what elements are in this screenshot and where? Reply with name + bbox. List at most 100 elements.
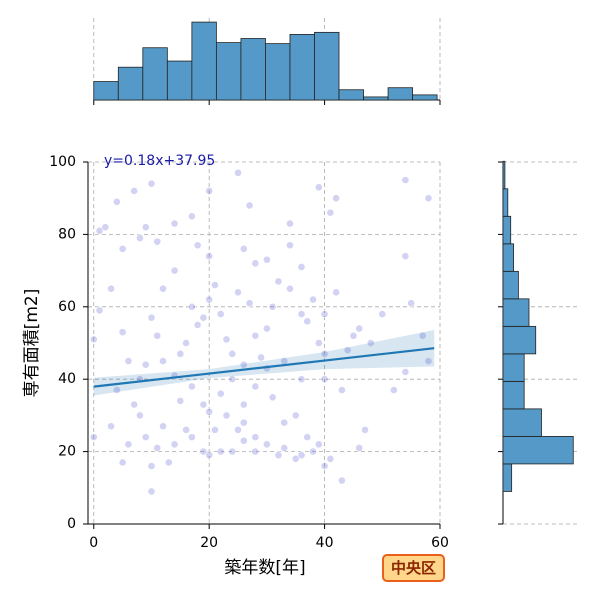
point [136,411,144,420]
point [124,357,133,365]
point [118,458,127,467]
point [309,295,317,304]
histogram-bar [412,94,438,101]
point [228,447,237,456]
point [407,299,416,308]
point [297,451,306,460]
point [211,281,219,289]
point [176,349,185,358]
histogram-bar [387,87,413,101]
point [124,440,133,449]
point [320,310,329,318]
histogram-bar [502,463,513,492]
histogram-bar [502,243,514,272]
point [332,288,341,297]
point [118,328,127,337]
point [107,422,115,431]
point [343,346,352,355]
point [245,299,254,308]
point [205,451,214,460]
point [251,447,260,456]
y-tick-label: 0 [67,516,76,532]
point [153,331,162,340]
point [286,219,294,228]
point [95,306,104,315]
point [159,357,167,365]
point [401,252,410,261]
histogram-bar [502,353,525,382]
x-tick-label: 20 [200,535,218,551]
point [286,241,294,250]
point [234,288,242,297]
point [389,386,398,394]
point [297,310,306,318]
point [338,386,346,394]
histogram-bar [93,81,119,101]
point [424,194,433,203]
point [262,440,271,449]
point [320,462,329,470]
point [147,313,156,322]
y-tick-label: 80 [58,226,76,242]
point [251,382,260,391]
histogram-bar [166,60,193,101]
point [309,447,317,456]
point [112,386,121,394]
point [291,411,300,420]
point [222,335,231,344]
point [366,339,375,347]
point [147,462,156,470]
point [239,400,248,409]
point [101,223,110,232]
point [257,353,266,362]
x-tick-label: 60 [431,535,449,551]
histogram-bar [363,96,389,101]
point [314,183,323,192]
histogram-bar [502,435,574,465]
point [280,444,289,452]
point [199,447,208,456]
point [205,187,214,195]
histogram-bar [142,47,168,101]
point [228,349,237,358]
point [187,433,196,442]
point [95,226,104,235]
point [297,263,306,271]
histogram-bar [502,408,542,437]
point [170,440,179,449]
point [251,259,260,268]
point [130,187,139,195]
point [170,219,179,228]
point [147,487,156,496]
point [239,244,248,253]
point [199,400,208,409]
point [320,375,329,384]
point [205,295,214,304]
point [262,255,271,264]
point [401,368,410,376]
y-tick-label: 100 [49,154,76,170]
point [228,375,237,384]
x-tick-label: 0 [89,535,98,551]
point [107,284,115,293]
point [291,454,300,463]
histogram-bar [502,325,537,355]
point [349,331,358,340]
histogram-bar [191,21,217,101]
point [187,382,196,391]
point [182,425,190,434]
histogram-bar [215,42,242,101]
x-axis-label: 築年数[年] [224,558,305,578]
point [418,331,427,340]
point [286,284,294,293]
y-tick-label: 40 [58,371,76,387]
point [424,357,433,365]
point [118,244,127,253]
point [187,302,196,311]
point [176,397,185,405]
point [112,197,121,206]
point [141,223,150,232]
point [216,447,225,456]
point [205,252,214,261]
